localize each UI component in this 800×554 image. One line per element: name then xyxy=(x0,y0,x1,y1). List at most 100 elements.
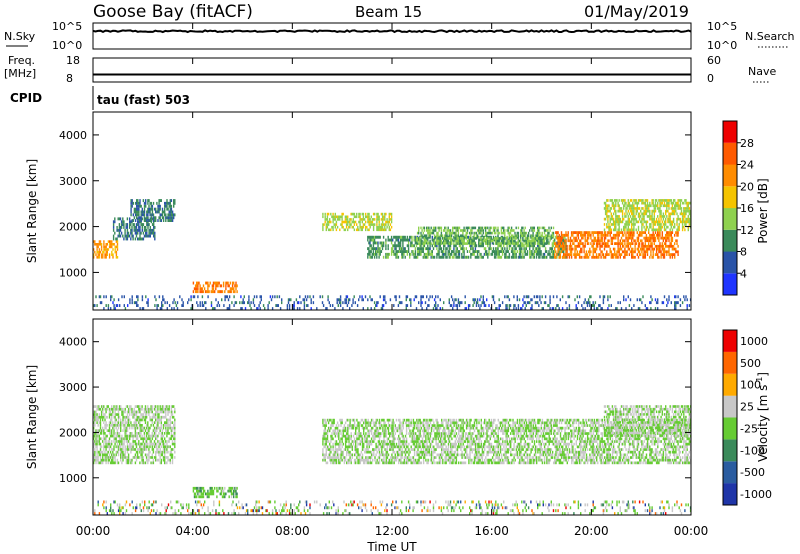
heatmap-cell xyxy=(680,209,683,213)
heatmap-cell xyxy=(156,410,158,414)
heatmap-cell xyxy=(116,405,119,408)
heatmap-cell xyxy=(626,236,628,240)
heatmap-cell xyxy=(143,228,146,232)
heatmap-cell xyxy=(598,253,600,256)
heatmap-cell xyxy=(478,304,480,307)
heatmap-cell xyxy=(362,298,364,302)
heatmap-cell xyxy=(576,231,578,234)
heatmap-cell xyxy=(476,234,479,237)
heatmap-cell xyxy=(589,253,591,256)
heatmap-cell xyxy=(458,239,461,243)
heatmap-cell xyxy=(401,250,403,253)
heatmap-cell xyxy=(159,456,161,459)
heatmap-cell xyxy=(151,418,153,422)
heatmap-cell xyxy=(428,250,430,253)
heatmap-cell xyxy=(542,255,544,259)
heatmap-cell xyxy=(361,228,363,232)
heatmap-cell xyxy=(504,234,506,237)
heatmap-cell xyxy=(457,239,460,243)
heatmap-cell xyxy=(160,461,162,465)
heatmap-cell xyxy=(462,237,464,240)
heatmap-cell xyxy=(499,250,501,253)
heatmap-cell xyxy=(508,298,511,302)
heatmap-cell xyxy=(436,242,438,245)
heatmap-cell xyxy=(428,241,430,245)
heatmap-cell xyxy=(446,231,448,235)
heatmap-cell xyxy=(538,242,540,245)
heatmap-cell xyxy=(668,298,670,302)
heatmap-cell xyxy=(345,215,348,219)
heatmap-cell xyxy=(104,458,106,462)
heatmap-cell xyxy=(578,239,581,243)
heatmap-cell xyxy=(399,250,402,253)
heatmap-cell xyxy=(102,407,104,411)
heatmap-cell xyxy=(589,231,591,234)
heatmap-cell xyxy=(526,237,529,240)
heatmap-cell xyxy=(514,242,516,245)
heatmap-cell xyxy=(156,437,158,441)
heatmap-cell xyxy=(136,199,138,202)
heatmap-cell xyxy=(590,250,592,254)
heatmap-cell xyxy=(675,201,677,205)
heatmap-cell xyxy=(555,242,557,245)
heatmap-cell xyxy=(526,244,529,248)
heatmap-cell xyxy=(487,231,489,235)
heatmap-cell xyxy=(367,252,369,256)
heatmap-cell xyxy=(373,307,376,310)
heatmap-cell xyxy=(133,413,135,416)
heatmap-cell xyxy=(427,238,429,242)
heatmap-cell xyxy=(547,234,549,237)
heatmap-cell xyxy=(535,255,538,259)
heatmap-cell xyxy=(103,248,105,251)
heatmap-cell xyxy=(646,236,649,240)
heatmap-cell xyxy=(495,231,497,235)
heatmap-cell xyxy=(687,201,689,205)
heatmap-cell xyxy=(478,250,480,253)
heatmap-cell xyxy=(455,250,457,253)
heatmap-cell xyxy=(384,212,386,216)
heatmap-cell xyxy=(632,255,634,259)
heatmap-cell xyxy=(225,281,227,285)
heatmap-cell xyxy=(640,253,642,256)
heatmap-cell xyxy=(504,239,506,243)
heatmap-cell xyxy=(335,220,338,224)
heatmap-cell xyxy=(670,253,672,256)
heatmap-cell xyxy=(366,225,368,229)
heatmap-cell xyxy=(559,247,561,251)
heatmap-cell xyxy=(666,207,668,210)
heatmap-cell xyxy=(624,253,626,256)
heatmap-cell xyxy=(688,223,691,226)
heatmap-cell xyxy=(409,238,411,242)
heatmap-cell xyxy=(142,440,144,443)
heatmap-cell xyxy=(342,212,344,216)
heatmap-cell xyxy=(524,231,526,235)
heatmap-cell xyxy=(523,234,525,237)
heatmap-cell xyxy=(134,228,137,232)
heatmap-cell xyxy=(628,231,631,234)
heatmap-cell xyxy=(104,432,106,435)
heatmap-cell xyxy=(654,207,657,210)
heatmap-cell xyxy=(583,255,585,259)
heatmap-cell xyxy=(419,239,421,243)
heatmap-cell xyxy=(141,413,143,416)
heatmap-cell xyxy=(570,231,573,234)
heatmap-cell xyxy=(108,456,111,459)
heatmap-cell xyxy=(165,216,167,220)
heatmap-cell xyxy=(158,445,160,449)
power-panel-frame xyxy=(92,111,692,311)
heatmap-cell xyxy=(676,301,678,305)
heatmap-cell xyxy=(371,220,374,224)
heatmap-cell xyxy=(448,237,450,240)
heatmap-cell xyxy=(594,247,597,251)
heatmap-cell xyxy=(164,201,166,205)
heatmap-cell xyxy=(153,405,156,408)
heatmap-cell xyxy=(448,234,450,237)
heatmap-cell xyxy=(418,301,420,305)
heatmap-cell xyxy=(109,413,112,416)
heatmap-cell xyxy=(123,295,125,299)
heatmap-cell xyxy=(462,255,464,259)
heatmap-cell xyxy=(110,240,112,243)
heatmap-cell xyxy=(230,287,233,291)
heatmap-cell xyxy=(420,241,422,245)
noise-sky-trace xyxy=(92,29,692,34)
